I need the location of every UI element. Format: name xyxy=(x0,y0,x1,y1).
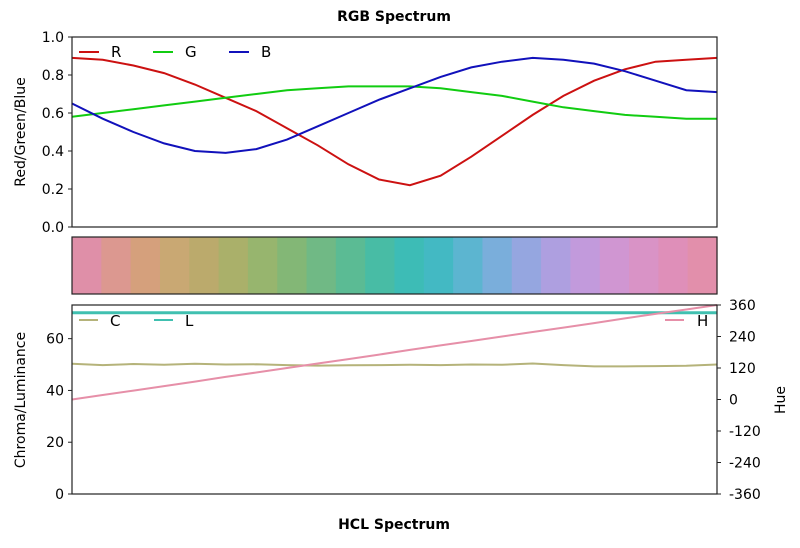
series-line-r xyxy=(71,56,718,187)
hcl-axes-frame xyxy=(71,304,718,495)
y-tick-label: 0.6 xyxy=(42,106,64,122)
series-line-c xyxy=(71,362,718,368)
hcl-legend-right: H xyxy=(665,312,708,330)
y-tick-label-right: -240 xyxy=(729,456,761,472)
legend-entry-c: C xyxy=(79,312,120,330)
colorbar-swatch xyxy=(101,237,132,294)
colorbar-swatch xyxy=(189,237,220,294)
y-tick-label: 0 xyxy=(55,487,64,503)
series-line-b xyxy=(71,56,718,154)
colorbar-swatch xyxy=(394,237,425,294)
legend-label-h: H xyxy=(697,312,708,330)
y-tick-label: 1.0 xyxy=(42,30,64,46)
colorbar-swatch xyxy=(658,237,689,294)
legend-label-r: R xyxy=(111,43,121,61)
colorbar-swatch xyxy=(72,237,102,294)
colorbar-swatch xyxy=(365,237,396,294)
colorbar-swatch xyxy=(687,237,718,294)
rgb-y-axis-label: Red/Green/Blue xyxy=(13,77,29,186)
hcl-series-lines xyxy=(71,304,718,401)
colorbar-swatch xyxy=(453,237,484,294)
hcl-colorbar xyxy=(71,236,718,295)
colorbar-swatch xyxy=(482,237,513,294)
series-line-g xyxy=(71,85,717,120)
y-tick-label-right: 240 xyxy=(729,330,756,346)
colorbar-frame xyxy=(71,236,718,295)
legend-entry-b: B xyxy=(229,43,271,61)
rgb-legend: R G B xyxy=(79,43,271,61)
legend-entry-r: R xyxy=(79,43,121,61)
legend-label-l: L xyxy=(185,312,194,330)
colorbar-swatch xyxy=(541,237,572,294)
legend-entry-g: G xyxy=(153,43,197,61)
colorbar-swatches xyxy=(72,237,718,294)
legend-entry-h: H xyxy=(665,312,708,330)
y-tick-label-right: 120 xyxy=(729,361,756,377)
colorbar-swatch xyxy=(423,237,454,294)
colorbar-swatch xyxy=(306,237,337,294)
y-tick-label: 0.4 xyxy=(42,144,64,160)
colorbar-swatch xyxy=(570,237,601,294)
hcl-right-y-axis-label: Hue xyxy=(773,386,789,414)
y-tick-label: 20 xyxy=(46,435,64,451)
legend-entry-l: L xyxy=(154,312,194,330)
colorbar-swatch xyxy=(629,237,659,294)
hcl-left-y-ticks: 0 20 40 60 xyxy=(46,332,72,503)
colorbar-swatch xyxy=(159,237,190,294)
legend-label-c: C xyxy=(110,312,120,330)
rgb-y-ticks: 0.0 0.2 0.4 0.6 0.8 1.0 xyxy=(42,30,72,236)
legend-label-b: B xyxy=(261,43,271,61)
colorbar-swatch xyxy=(218,237,249,294)
y-tick-label: 60 xyxy=(46,332,64,348)
y-tick-label: 0.0 xyxy=(42,220,64,236)
top-chart-title: RGB Spectrum xyxy=(337,9,451,25)
colorbar-swatch xyxy=(511,237,542,294)
colorbar-swatch xyxy=(599,237,630,294)
legend-label-g: G xyxy=(185,43,197,61)
series-line-h xyxy=(71,304,718,401)
rgb-plot: 0.0 0.2 0.4 0.6 0.8 1.0 Red/Green/Blue R G B xyxy=(13,30,718,236)
y-tick-label-right: 360 xyxy=(729,298,756,314)
rgb-axes-frame xyxy=(71,36,718,228)
colorbar-swatch xyxy=(335,237,366,294)
hcl-left-y-axis-label: Chroma/Luminance xyxy=(13,332,29,468)
hcl-legend-left: C L xyxy=(79,312,194,330)
bottom-chart-title: HCL Spectrum xyxy=(338,517,450,533)
colorbar-swatch xyxy=(277,237,308,294)
hcl-right-y-ticks: -360 -240 -120 0 120 240 360 xyxy=(717,298,761,503)
colorbar-swatch xyxy=(130,237,161,294)
y-tick-label: 0.2 xyxy=(42,182,64,198)
hcl-plot: 0 20 40 60 -360 -240 -120 0 120 240 360 Chroma/Lu… xyxy=(13,298,789,503)
y-tick-label-right: -360 xyxy=(729,487,761,503)
rgb-series-lines xyxy=(71,56,718,187)
y-tick-label: 0.8 xyxy=(42,68,64,84)
y-tick-label-right: 0 xyxy=(729,393,738,409)
y-tick-label-right: -120 xyxy=(729,424,761,440)
y-tick-label: 40 xyxy=(46,383,64,399)
colorbar-swatch xyxy=(247,237,278,294)
